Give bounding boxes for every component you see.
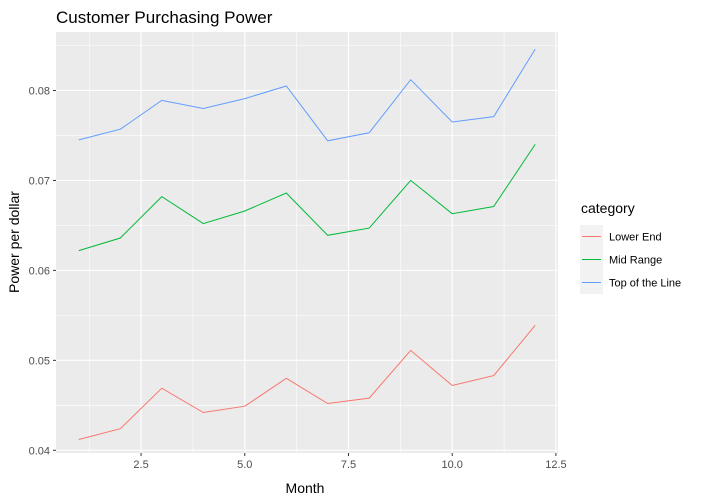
plot-panel <box>56 32 558 453</box>
legend-label: Mid Range <box>609 255 662 267</box>
series-line-top-of-the-line <box>78 48 536 142</box>
y-tick-label: 0.08 <box>29 85 50 97</box>
x-axis-title: Month <box>286 480 325 496</box>
x-tick-label: 2.5 <box>133 459 148 471</box>
y-axis-title: Power per dollar <box>6 191 22 293</box>
legend: category Lower End Mid Range Top of the Li… <box>580 200 681 294</box>
series-line-mid-range <box>78 144 536 252</box>
y-tick-label: 0.06 <box>29 265 50 277</box>
x-axis: 2.5 5.0 7.5 10.0 12.5 <box>133 453 567 471</box>
x-tick-label: 12.5 <box>545 459 566 471</box>
x-tick-label: 7.5 <box>341 459 356 471</box>
y-tick-label: 0.05 <box>29 355 50 367</box>
y-tick-label: 0.04 <box>29 445 50 457</box>
legend-label: Lower End <box>609 232 662 244</box>
y-tick-label: 0.07 <box>29 175 50 187</box>
legend-title: category <box>581 200 635 216</box>
legend-label: Top of the Line <box>609 278 681 290</box>
x-tick-label: 10.0 <box>441 459 462 471</box>
series-line-lower-end <box>78 324 536 440</box>
chart-title: Customer Purchasing Power <box>56 8 273 27</box>
series-lines <box>78 48 536 440</box>
y-axis: 0.04 0.05 0.06 0.07 0.08 <box>29 85 56 457</box>
x-tick-label: 5.0 <box>237 459 252 471</box>
panel-background <box>56 32 558 453</box>
